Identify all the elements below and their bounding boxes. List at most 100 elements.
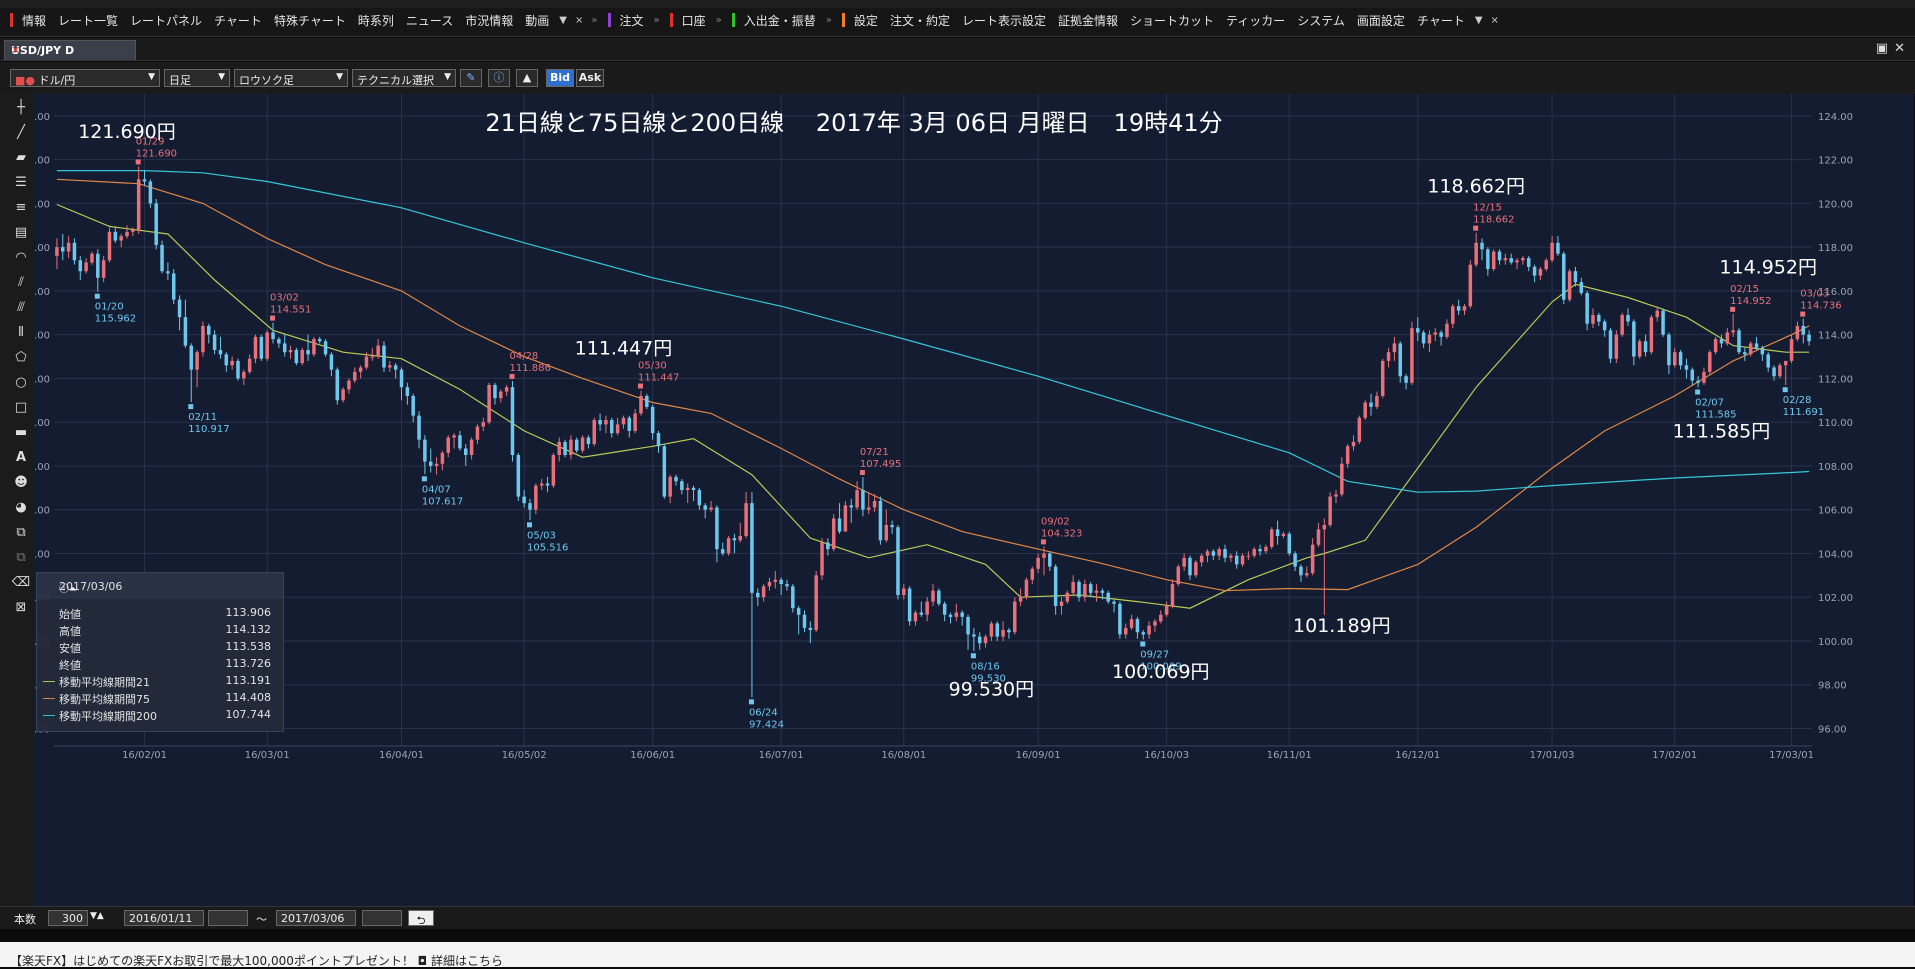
chart-type-icon[interactable]: ▲ — [516, 69, 538, 87]
menu-shortcut[interactable]: ショートカット — [1129, 13, 1214, 28]
high-marker — [637, 383, 643, 389]
chart-toolbar: ■● ドル/円 ▼ 日足 ▼ ロウソク足 ▼ テクニカル選択 ▼ ✎ ⓘ ▲ B… — [0, 62, 1915, 94]
candle-body — [376, 345, 380, 357]
menu-chart[interactable]: チャート — [214, 13, 262, 28]
collapse-icon[interactable]: » — [715, 14, 722, 26]
menu-rate-panel[interactable]: レートパネル — [130, 13, 203, 28]
candle-body — [96, 253, 100, 278]
cursor-icon[interactable]: ◕ — [15, 500, 27, 515]
fibonacci-icon[interactable]: ☰ — [15, 175, 27, 190]
menu-dropdown-icon[interactable]: ▼ — [1474, 14, 1483, 26]
maximize-icon[interactable]: ▣ — [1875, 41, 1889, 56]
from-date-input[interactable]: 2016/01/11 — [124, 910, 204, 926]
trendline-icon[interactable]: ╱ — [17, 125, 25, 140]
menu-close-icon[interactable]: × — [1490, 14, 1499, 26]
parallel-lines-icon[interactable]: ≡ — [15, 200, 27, 215]
to-time-input[interactable] — [362, 910, 402, 926]
refresh-icon[interactable]: ⮌ — [408, 910, 434, 927]
menu-deposit[interactable]: 入出金・振替 — [743, 13, 816, 28]
window-buttons: ▣ ✕ — [1876, 41, 1905, 56]
line-icon[interactable]: ▬ — [14, 425, 28, 440]
candle-body — [1269, 529, 1274, 547]
high-date-label: 03/03 — [1800, 289, 1829, 300]
fan-icon[interactable]: ⫽ — [18, 275, 24, 290]
candle-body — [1018, 597, 1023, 602]
menu-system[interactable]: システム — [1297, 13, 1345, 28]
menu-dropdown-icon[interactable]: ▼ — [559, 14, 567, 26]
rectangle-icon[interactable]: □ — [14, 400, 28, 415]
from-time-input[interactable] — [208, 910, 248, 926]
menu-chart-2[interactable]: チャート — [1416, 13, 1465, 28]
low-value-label: 100.069 — [1140, 661, 1181, 672]
menu-margin-info[interactable]: 証拠金情報 — [1057, 13, 1118, 28]
circle-icon[interactable]: ○ — [15, 375, 27, 390]
candle-body — [1433, 332, 1438, 335]
draw-pen-icon[interactable]: ✎ — [460, 69, 482, 87]
info-toggle-icon[interactable]: ⓘ⏶ — [59, 584, 77, 595]
tab-usdjpy[interactable]: USD/JPY D × — [4, 40, 136, 60]
menu-order[interactable]: 注文 — [619, 13, 644, 28]
vertical-lines-icon[interactable]: ⦀ — [18, 325, 24, 340]
collapse-icon[interactable]: » — [653, 14, 660, 26]
promo-ticker[interactable]: 【楽天FX】はじめての楽天FXお取引で最大100,000ポイントプレゼント！ ◘… — [10, 954, 503, 968]
close-window-icon[interactable]: ✕ — [1894, 41, 1905, 56]
candle-body — [1001, 630, 1005, 637]
collapse-icon[interactable]: » — [591, 14, 598, 26]
menu-account[interactable]: 口座 — [681, 13, 706, 28]
timeframe-select[interactable]: 日足 ▼ — [164, 69, 230, 87]
menu-video[interactable]: 動画 — [525, 13, 550, 28]
candle-body — [942, 603, 947, 615]
currency-pair-select[interactable]: ■● ドル/円 ▼ — [10, 69, 160, 87]
eraser-icon[interactable]: ⌫ — [11, 575, 31, 590]
eraser-all-icon[interactable]: ⊠ — [15, 600, 27, 615]
menu-close-icon[interactable]: × — [574, 14, 584, 26]
menu-settings[interactable]: 設定 — [853, 13, 878, 28]
paste-icon[interactable]: ⧉ — [16, 550, 26, 565]
polygon-icon[interactable]: ⬠ — [15, 350, 27, 365]
info-icon[interactable]: ⓘ — [488, 69, 510, 87]
candle-body — [896, 527, 900, 596]
low-marker — [1782, 387, 1788, 393]
low-date-label: 05/03 — [527, 530, 556, 541]
candle-body — [417, 415, 421, 440]
to-date-input[interactable]: 2017/03/06 — [276, 910, 356, 926]
ruler-icon[interactable]: ▰ — [16, 150, 26, 165]
collapse-icon[interactable]: » — [825, 14, 832, 26]
ask-button[interactable]: Ask — [576, 69, 604, 87]
candle-body — [242, 371, 246, 379]
technical-select[interactable]: テクニカル選択 ▼ — [352, 69, 456, 87]
menu-special-chart[interactable]: 特殊チャート — [273, 13, 346, 28]
tab-close-icon[interactable]: × — [11, 43, 21, 56]
menu-rate-list[interactable]: レート一覧 — [58, 13, 119, 28]
count-stepper-icon[interactable]: ▼▲ — [90, 911, 104, 921]
candle-body — [574, 439, 579, 451]
menu-ticker[interactable]: ティッカー — [1226, 13, 1286, 28]
y-tick-label: 106.00 — [1818, 506, 1853, 517]
candle-body — [1404, 376, 1408, 383]
chart-style-select[interactable]: ロウソク足 ▼ — [234, 69, 348, 87]
fib-arc-icon[interactable]: ◠ — [15, 250, 27, 265]
menu-order-fill[interactable]: 注文・約定 — [889, 13, 950, 28]
gann-fan-icon[interactable]: ⫻ — [17, 300, 25, 315]
menu-info[interactable]: 情報 — [22, 13, 47, 28]
price-callout: 121.690円 — [78, 121, 176, 143]
menu-time-series[interactable]: 時系列 — [357, 13, 394, 28]
copy-icon[interactable]: ⧉ — [16, 525, 26, 540]
candle-body — [1258, 549, 1262, 552]
menu-screen-settings[interactable]: 画面設定 — [1356, 13, 1405, 28]
crosshair-icon[interactable]: ┼ — [17, 100, 25, 115]
candle-body — [1363, 402, 1367, 418]
bid-button[interactable]: Bid — [546, 69, 574, 87]
menu-news[interactable]: ニュース — [405, 13, 454, 28]
menu-market-info[interactable]: 市況情報 — [465, 13, 514, 28]
price-chart[interactable]: 124.00 122.00 120.00 118.00 116.00 114.00 112.… — [34, 94, 1914, 906]
x-tick-label: 16/09/01 — [1016, 750, 1061, 761]
horizontal-lines-icon[interactable]: ▤ — [14, 225, 28, 240]
menu-bar: 情報 レート一覧 レートパネル チャート 特殊チャート 時系列 ニュース 市況情… — [0, 0, 1915, 37]
smiley-icon[interactable]: ☻ — [14, 475, 28, 490]
candle-body — [1369, 402, 1373, 407]
text-icon[interactable]: A — [15, 450, 27, 465]
count-input[interactable]: 300 — [48, 910, 88, 926]
candle-body — [1480, 242, 1484, 250]
menu-rate-display[interactable]: レート表示設定 — [961, 13, 1046, 28]
